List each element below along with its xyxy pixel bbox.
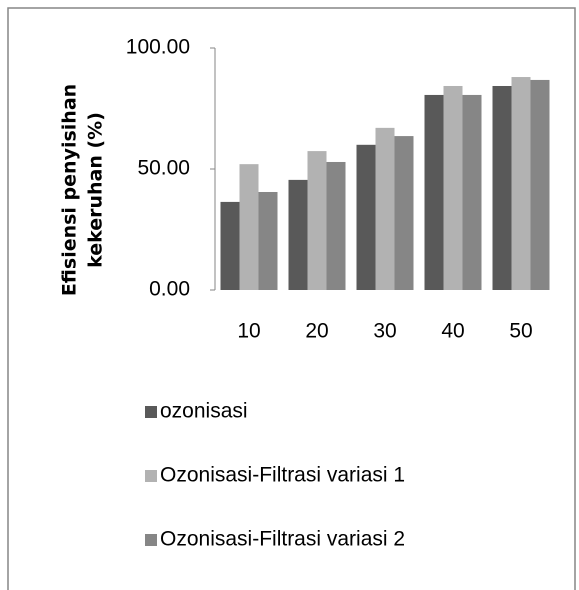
bar: [307, 151, 327, 290]
y-tick-label: 0.00: [149, 278, 190, 301]
bar: [356, 144, 376, 290]
x-tick-label: 10: [237, 320, 260, 343]
x-tick-label: 30: [373, 320, 396, 343]
bar: [375, 127, 395, 290]
bar: [492, 85, 512, 290]
legend-label: ozonisasi: [160, 400, 248, 423]
bar: [288, 179, 308, 290]
bar: [326, 161, 346, 290]
bar: [424, 94, 444, 290]
bar: [462, 94, 482, 290]
x-tick-label: 20: [305, 320, 328, 343]
frame: [7, 7, 576, 590]
y-tick-label: 50.00: [137, 157, 190, 180]
x-tick-label: 40: [441, 320, 464, 343]
legend-label: Ozonisasi-Filtrasi variasi 1: [160, 464, 405, 487]
y-tick-label: 100.00: [126, 36, 190, 59]
bar: [394, 136, 414, 290]
y-axis-label: kekeruhan (%): [85, 112, 107, 268]
bar: [443, 85, 463, 290]
bar: [239, 164, 259, 290]
legend-swatch: [145, 406, 157, 418]
bar: [220, 201, 240, 290]
bar: [530, 79, 550, 290]
legend-swatch: [145, 470, 157, 482]
legend-swatch: [145, 534, 157, 546]
bar: [258, 191, 278, 290]
bar: [511, 77, 531, 290]
y-axis-label: Efisiensi penyisihan: [59, 84, 81, 296]
x-tick-label: 50: [509, 320, 532, 343]
legend-label: Ozonisasi-Filtrasi variasi 2: [160, 528, 405, 551]
